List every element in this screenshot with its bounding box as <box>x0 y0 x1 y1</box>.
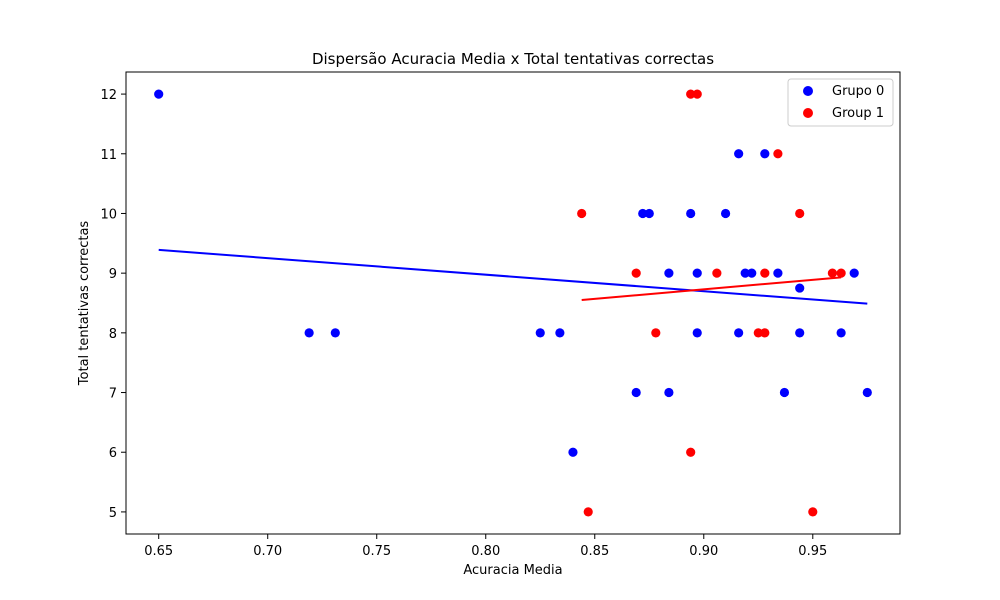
data-point-series-0-16 <box>734 328 744 338</box>
data-point-series-1-13 <box>808 507 818 517</box>
y-tick-label: 9 <box>109 267 117 282</box>
y-tick-label: 6 <box>109 446 117 461</box>
y-tick-label: 10 <box>100 207 117 222</box>
data-point-series-0-14 <box>720 208 731 219</box>
legend-marker-group-1 <box>803 108 813 118</box>
data-point-series-0-3 <box>535 328 545 338</box>
data-point-series-0-26 <box>862 387 872 398</box>
data-point-series-0-22 <box>795 283 805 293</box>
data-point-series-1-12 <box>795 208 805 219</box>
legend-label-grupo-0: Grupo 0 <box>832 84 884 99</box>
x-tick-label: 0.65 <box>144 544 173 559</box>
data-point-series-0-23 <box>795 328 805 338</box>
y-tick-label: 11 <box>100 148 117 163</box>
data-point-series-0-11 <box>686 208 696 219</box>
data-point-series-1-10 <box>760 268 770 278</box>
data-point-series-0-9 <box>664 268 674 278</box>
x-tick-label: 0.70 <box>253 544 282 559</box>
plot-frame <box>125 71 901 535</box>
legend: Grupo 0 Group 1 <box>787 78 894 127</box>
data-point-series-0-25 <box>849 268 859 278</box>
data-point-series-0-24 <box>836 328 846 338</box>
legend-marker-grupo-0 <box>803 86 813 96</box>
data-point-series-0-1 <box>304 328 314 338</box>
y-axis-label: Total tentativas correctas <box>77 221 92 387</box>
data-point-series-0-7 <box>638 208 648 219</box>
legend-label-group-1: Group 1 <box>832 106 884 121</box>
data-point-series-0-20 <box>773 268 783 278</box>
data-point-series-0-8 <box>644 208 654 219</box>
data-point-series-0-21 <box>779 387 790 398</box>
data-point-series-1-4 <box>686 89 696 99</box>
x-tick-label: 0.75 <box>362 544 391 559</box>
legend-frame <box>787 78 894 127</box>
data-point-series-1-0 <box>577 208 587 219</box>
x-tick-label: 0.90 <box>689 544 718 559</box>
data-point-series-1-9 <box>760 328 770 338</box>
x-tick-label: 0.80 <box>471 544 500 559</box>
axes: 0.65 0.70 0.75 0.80 0.85 0.90 0.95 5 6 7 8 9 10 11 12 <box>100 71 901 559</box>
data-point-series-1-15 <box>836 268 846 278</box>
data-point-series-1-2 <box>631 268 641 278</box>
y-tick-label: 12 <box>100 88 117 103</box>
data-point-series-1-8 <box>753 328 763 338</box>
data-point-series-0-2 <box>330 328 340 338</box>
x-tick-label: 0.95 <box>798 544 827 559</box>
data-point-series-0-17 <box>740 268 750 278</box>
data-point-series-1-7 <box>712 268 722 278</box>
data-point-series-0-10 <box>664 387 674 398</box>
data-point-series-0-0 <box>154 89 164 99</box>
data-point-series-1-3 <box>651 328 661 338</box>
data-point-series-0-18 <box>747 268 757 278</box>
x-tick-label: 0.85 <box>580 544 609 559</box>
data-point-series-1-5 <box>692 89 702 99</box>
x-axis-label: Acuracia Media <box>463 563 562 578</box>
data-point-series-1-1 <box>583 507 593 517</box>
data-point-series-0-12 <box>692 268 702 278</box>
chart-title: Dispersão Acuracia Media x Total tentati… <box>312 50 714 68</box>
data-point-series-1-6 <box>686 447 696 457</box>
data-point-series-0-6 <box>631 387 641 398</box>
y-tick-label: 5 <box>109 506 117 521</box>
data-point-series-1-11 <box>773 149 783 159</box>
data-point-series-0-19 <box>760 149 770 159</box>
data-point-series-0-4 <box>555 328 565 338</box>
y-tick-label: 8 <box>109 327 117 342</box>
trend-line-series-1 <box>581 276 842 302</box>
trend-line-series-0 <box>158 248 868 305</box>
plot-area <box>154 89 872 517</box>
data-point-series-0-5 <box>568 447 578 457</box>
data-point-series-1-14 <box>827 268 838 278</box>
data-point-series-0-13 <box>692 328 702 338</box>
y-tick-label: 7 <box>109 387 117 402</box>
data-point-series-0-15 <box>734 149 744 159</box>
